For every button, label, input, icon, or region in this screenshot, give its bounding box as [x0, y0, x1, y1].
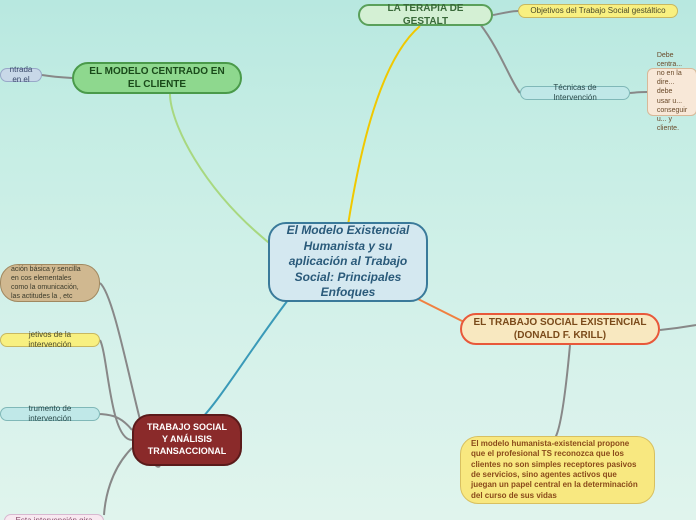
sub-centrada-label: ntrada en el [10, 65, 33, 86]
existencial-label: EL TRABAJO SOCIAL EXISTENCIAL (DONALD F.… [472, 316, 648, 342]
sub-modelo-note: El modelo humanista-existencial propone … [460, 436, 655, 504]
sub-instrumento-label: trumento de intervención [11, 404, 89, 425]
note-tecnicas-label: Debe centra... no en la dire... debe usa… [657, 51, 687, 133]
sub-obj-gestalt[interactable]: Objetivos del Trabajo Social gestáltico [518, 4, 678, 18]
sub-obj-gestalt-label: Objetivos del Trabajo Social gestáltico [530, 6, 665, 16]
note-tecnicas: Debe centra... no en la dire... debe usa… [647, 68, 696, 116]
sub-instrumento[interactable]: trumento de intervención [0, 407, 100, 421]
central-node[interactable]: El Modelo Existencial Humanista y su apl… [268, 222, 428, 302]
sub-tan-note: ación básica y sencilla en cos elemental… [0, 264, 100, 302]
sub-pink-note-label: Esta intervención gira [16, 516, 93, 520]
sub-pink-note[interactable]: Esta intervención gira [4, 514, 104, 520]
transaccional-label: TRABAJO SOCIAL Y ANÁLISIS TRANSACCIONAL [144, 422, 230, 457]
gestalt-node[interactable]: LA TERAPIA DE GESTALT [358, 4, 493, 26]
transaccional-node[interactable]: TRABAJO SOCIAL Y ANÁLISIS TRANSACCIONAL [132, 414, 242, 466]
sub-tecnicas-label: Técnicas de Intervención [531, 83, 619, 104]
sub-obj-interv[interactable]: jetivos de la intervención [0, 333, 100, 347]
central-label: El Modelo Existencial Humanista y su apl… [280, 223, 416, 301]
sub-modelo-note-label: El modelo humanista-existencial propone … [471, 439, 644, 501]
cliente-label: EL MODELO CENTRADO EN EL CLIENTE [84, 65, 230, 91]
gestalt-label: LA TERAPIA DE GESTALT [370, 2, 481, 28]
sub-obj-interv-label: jetivos de la intervención [11, 330, 89, 351]
cliente-node[interactable]: EL MODELO CENTRADO EN EL CLIENTE [72, 62, 242, 94]
sub-centrada[interactable]: ntrada en el [0, 68, 42, 82]
sub-tecnicas[interactable]: Técnicas de Intervención [520, 86, 630, 100]
existencial-node[interactable]: EL TRABAJO SOCIAL EXISTENCIAL (DONALD F.… [460, 313, 660, 345]
sub-tan-note-label: ación básica y sencilla en cos elemental… [11, 265, 89, 301]
